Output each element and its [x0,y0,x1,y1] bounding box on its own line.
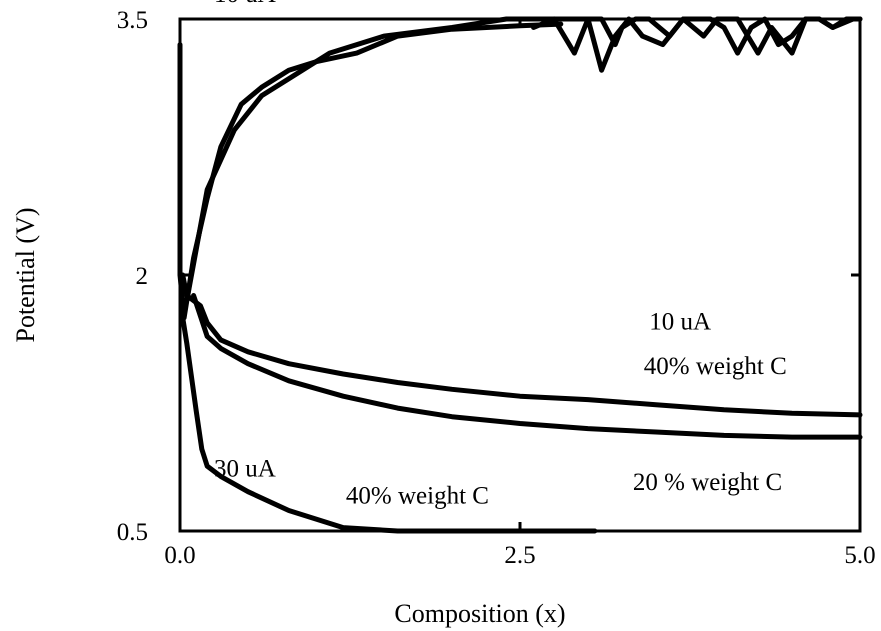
series-line-1 [177,21,564,321]
y-tick-label-1: 0.5 [117,519,148,546]
y-tick-label-3: 3.5 [117,7,148,34]
series-line-2 [184,16,564,304]
series-line-4 [531,16,863,73]
series-line-5 [180,272,863,418]
x-tick-label-1: 0.0 [164,542,195,569]
annotation-4: 20 % weight C [633,469,782,496]
annotation-3: 40% weight C [644,353,787,380]
x-axis-title: Composition (x) [394,599,565,628]
annotations-group: 10 uA 10 uA 40% weight C 20 % weight C 30 uA… [214,0,787,510]
curves-group [177,16,863,534]
ticks-group [178,17,862,533]
y-tick-label-2: 2 [136,263,149,290]
x-tick-label-2: 2.5 [504,542,535,569]
plot-frame [178,17,862,533]
annotation-2: 10 uA [649,309,711,336]
annotation-5: 30 uA [214,455,276,482]
x-tick-label-3: 5.0 [844,542,875,569]
labels-group: 0.0 2.5 5.0 0.5 2 3.5 [117,7,876,569]
y-axis-title: Potential (V) [11,207,40,342]
annotation-6: 40% weight C [346,483,489,510]
annotation-1: 10 uA [214,0,276,8]
series-line-6 [191,293,863,440]
